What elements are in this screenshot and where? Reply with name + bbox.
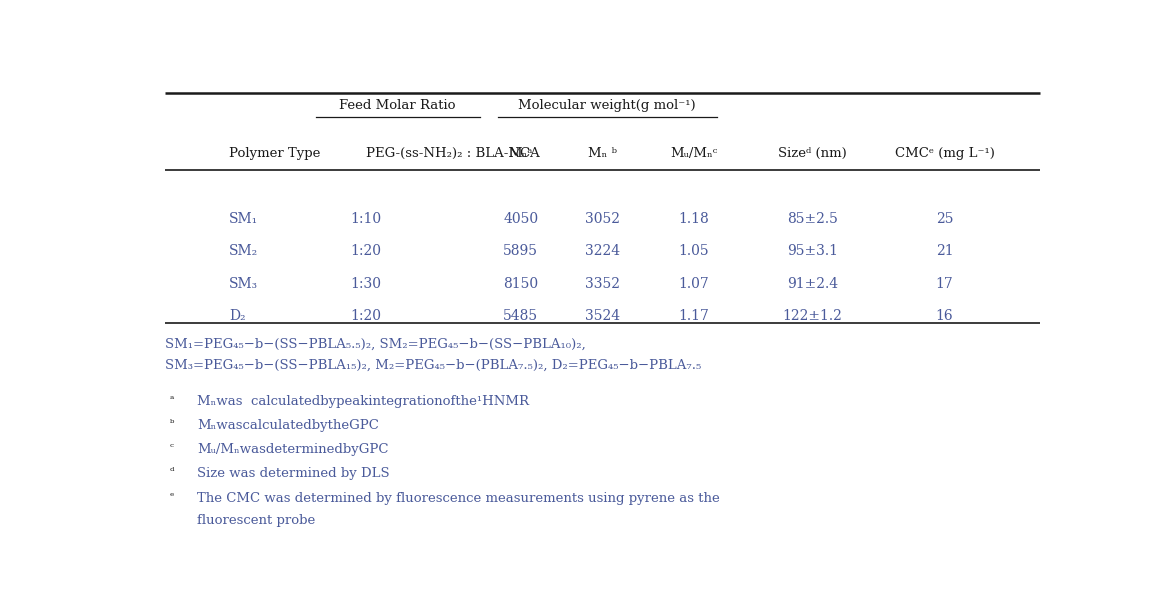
Text: 1.07: 1.07: [679, 277, 709, 291]
Text: 1:20: 1:20: [350, 244, 381, 258]
Text: ᵈ: ᵈ: [169, 467, 174, 478]
Text: Mₙᵃ: Mₙᵃ: [508, 147, 533, 160]
Text: Mₙwas  calculatedbypeakintegrationofthe¹HNMR: Mₙwas calculatedbypeakintegrationofthe¹H…: [198, 395, 529, 408]
Text: ᵉ: ᵉ: [169, 491, 174, 502]
Text: Mₙ ᵇ: Mₙ ᵇ: [588, 147, 617, 160]
Text: 1:30: 1:30: [350, 277, 381, 291]
Text: 1:20: 1:20: [350, 309, 381, 323]
Text: 1.05: 1.05: [679, 244, 709, 258]
Text: SM₃=PEG₄₅−b−(SS−PBLA₁₅)₂, M₂=PEG₄₅−b−(PBLA₇.₅)₂, D₂=PEG₄₅−b−PBLA₇.₅: SM₃=PEG₄₅−b−(SS−PBLA₁₅)₂, M₂=PEG₄₅−b−(PB…: [165, 358, 701, 371]
Text: 1:10: 1:10: [350, 212, 381, 226]
Text: Size was determined by DLS: Size was determined by DLS: [198, 467, 389, 481]
Text: SM₁: SM₁: [229, 212, 259, 226]
Text: fluorescent probe: fluorescent probe: [198, 514, 315, 527]
Text: 8150: 8150: [503, 277, 539, 291]
Text: ᶜ: ᶜ: [169, 443, 174, 453]
Text: 122±1.2: 122±1.2: [782, 309, 842, 323]
Text: 21: 21: [936, 244, 954, 258]
Text: 3524: 3524: [586, 309, 620, 323]
Text: SM₃: SM₃: [229, 277, 259, 291]
Text: 1.17: 1.17: [679, 309, 709, 323]
Text: ᵇ: ᵇ: [169, 419, 174, 429]
Text: 1.18: 1.18: [679, 212, 709, 226]
Text: Feed Molar Ratio: Feed Molar Ratio: [340, 99, 456, 112]
Text: 3052: 3052: [586, 212, 620, 226]
Text: SM₂: SM₂: [229, 244, 259, 258]
Text: Sizeᵈ (nm): Sizeᵈ (nm): [779, 147, 847, 160]
Text: CMCᵉ (mg L⁻¹): CMCᵉ (mg L⁻¹): [895, 147, 995, 160]
Text: PEG-(ss-NH₂)₂ : BLA-NCA: PEG-(ss-NH₂)₂ : BLA-NCA: [366, 147, 540, 160]
Text: 4050: 4050: [503, 212, 539, 226]
Text: 3224: 3224: [586, 244, 620, 258]
Text: MₙwascalculatedbytheGPC: MₙwascalculatedbytheGPC: [198, 419, 379, 432]
Text: 85±2.5: 85±2.5: [787, 212, 837, 226]
Text: The CMC was determined by fluorescence measurements using pyrene as the: The CMC was determined by fluorescence m…: [198, 491, 720, 505]
Text: 3352: 3352: [586, 277, 620, 291]
Text: 95±3.1: 95±3.1: [787, 244, 837, 258]
Text: SM₁=PEG₄₅−b−(SS−PBLA₅.₅)₂, SM₂=PEG₄₅−b−(SS−PBLA₁₀)₂,: SM₁=PEG₄₅−b−(SS−PBLA₅.₅)₂, SM₂=PEG₄₅−b−(…: [165, 338, 586, 350]
Text: 5895: 5895: [503, 244, 539, 258]
Text: Polymer Type: Polymer Type: [229, 147, 320, 160]
Text: Mᵤ/Mₙᶜ: Mᵤ/Mₙᶜ: [670, 147, 717, 160]
Text: 25: 25: [936, 212, 954, 226]
Text: 5485: 5485: [503, 309, 539, 323]
Text: 91±2.4: 91±2.4: [787, 277, 837, 291]
Text: Mᵤ/MₙwasdeterminedbyGPC: Mᵤ/MₙwasdeterminedbyGPC: [198, 443, 388, 456]
Text: ᵃ: ᵃ: [169, 395, 174, 405]
Text: 16: 16: [936, 309, 954, 323]
Text: D₂: D₂: [229, 309, 246, 323]
Text: Molecular weight(g mol⁻¹): Molecular weight(g mol⁻¹): [519, 99, 696, 112]
Text: 17: 17: [936, 277, 954, 291]
